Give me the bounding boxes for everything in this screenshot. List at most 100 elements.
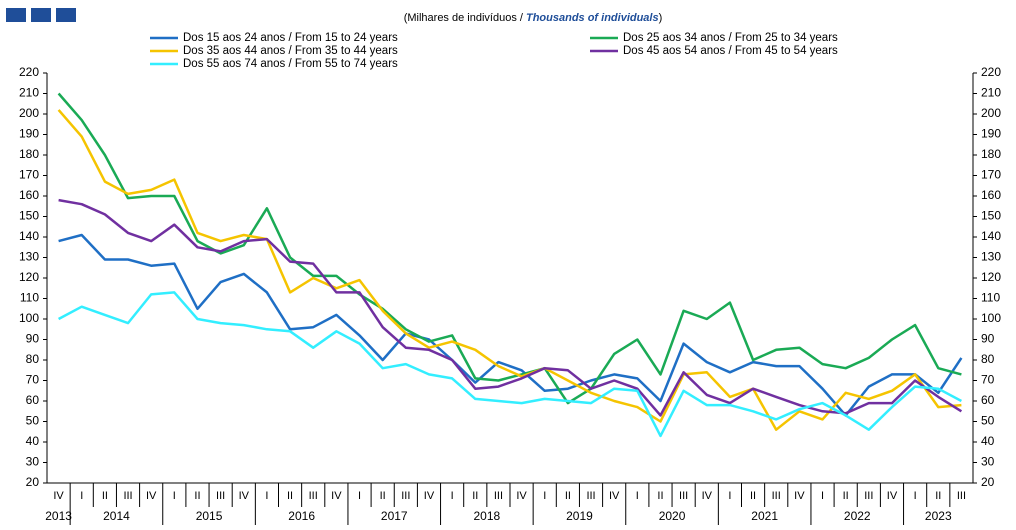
x-tick-label: II [472,490,478,502]
x-tick-label: III [679,490,688,502]
y-tick-label: 160 [19,188,39,202]
y2-tick-label: 200 [981,106,1001,120]
logo-block [6,8,26,22]
year-label: 2017 [381,509,408,523]
y2-tick-label: 180 [981,147,1001,161]
subtitle-close: ) [659,12,663,24]
x-tick-label: IV [516,490,527,502]
y2-tick-label: 210 [981,86,1001,100]
x-tick-label: II [287,490,293,502]
year-label: 2020 [659,509,686,523]
y2-tick-label: 190 [981,127,1001,141]
x-tick-label: II [657,490,663,502]
x-tick-label: I [636,490,639,502]
y-tick-label: 20 [26,475,40,489]
y-tick-label: 70 [26,373,40,387]
x-tick-label: I [80,490,83,502]
y-tick-label: 170 [19,168,39,182]
x-tick-label: II [565,490,571,502]
legend-label: Dos 45 aos 54 anos / From 45 to 54 years [623,45,838,57]
y-tick-label: 210 [19,86,39,100]
x-tick-label: III [494,490,503,502]
series-line [57,109,962,431]
x-tick-label: I [173,490,176,502]
x-tick-label: IV [239,490,250,502]
x-tick-label: IV [794,490,805,502]
y-tick-label: 30 [26,455,40,469]
logo-block [56,8,76,22]
x-tick-label: III [957,490,966,502]
x-tick-label: I [543,490,546,502]
x-tick-label: II [380,490,386,502]
x-tick-label: IV [53,490,64,502]
year-label: 2023 [925,509,952,523]
y-tick-label: 50 [26,414,40,428]
x-tick-label: I [265,490,268,502]
x-tick-label: IV [424,490,435,502]
y2-tick-label: 120 [981,270,1001,284]
y2-tick-label: 30 [981,455,995,469]
x-tick-label: III [309,490,318,502]
year-label: 2014 [103,509,130,523]
series-line [57,92,962,405]
y-tick-label: 150 [19,209,39,223]
year-label: 2016 [288,509,315,523]
x-tick-label: I [914,490,917,502]
x-tick-label: IV [146,490,157,502]
y2-tick-label: 150 [981,209,1001,223]
x-tick-label: III [586,490,595,502]
y-tick-label: 200 [19,106,39,120]
y2-tick-label: 130 [981,250,1001,264]
y2-tick-label: 40 [981,434,995,448]
legend-label: Dos 25 aos 34 anos / From 25 to 34 years [623,32,838,44]
subtitle: (Milhares de indivíduos / Thousands of i… [404,12,663,24]
x-tick-label: III [772,490,781,502]
y2-tick-label: 100 [981,311,1001,325]
y2-tick-label: 60 [981,393,995,407]
x-tick-label: IV [331,490,342,502]
logo-block [31,8,51,22]
y2-tick-label: 110 [981,291,1000,305]
y-tick-label: 80 [26,352,40,366]
y2-tick-label: 90 [981,332,995,346]
x-tick-label: IV [702,490,713,502]
y-tick-label: 110 [20,291,39,305]
x-tick-label: IV [609,490,620,502]
x-tick-label: IV [887,490,898,502]
x-tick-label: I [358,490,361,502]
y2-tick-label: 20 [981,475,995,489]
y-tick-label: 100 [19,311,39,325]
legend-label: Dos 15 aos 24 anos / From 15 to 24 years [183,32,398,44]
legend-label: Dos 55 aos 74 anos / From 55 to 74 years [183,58,398,70]
y2-tick-label: 140 [981,229,1001,243]
y-tick-label: 140 [19,229,39,243]
y2-tick-label: 170 [981,168,1001,182]
y-tick-label: 220 [19,65,39,79]
x-tick-label: I [821,490,824,502]
year-label: 2013 [45,509,72,523]
y2-tick-label: 220 [981,65,1001,79]
y-tick-label: 130 [19,250,39,264]
x-tick-label: III [401,490,410,502]
y-tick-label: 90 [26,332,40,346]
y-tick-label: 190 [19,127,39,141]
x-tick-label: II [935,490,941,502]
y-tick-label: 120 [19,270,39,284]
year-label: 2021 [751,509,778,523]
x-tick-label: II [194,490,200,502]
y-tick-label: 180 [19,147,39,161]
y2-tick-label: 70 [981,373,995,387]
x-tick-label: III [864,490,873,502]
series-line [58,233,963,417]
subtitle-pt: (Milhares de indivíduos / [404,12,526,24]
x-tick-label: II [750,490,756,502]
legend-label: Dos 35 aos 44 anos / From 35 to 44 years [183,45,398,57]
x-tick-label: III [123,490,132,502]
x-tick-label: I [451,490,454,502]
y-tick-label: 60 [26,393,40,407]
series-line [58,198,963,417]
x-tick-label: III [216,490,225,502]
year-label: 2022 [844,509,871,523]
y2-tick-label: 80 [981,352,995,366]
x-tick-label: I [728,490,731,502]
